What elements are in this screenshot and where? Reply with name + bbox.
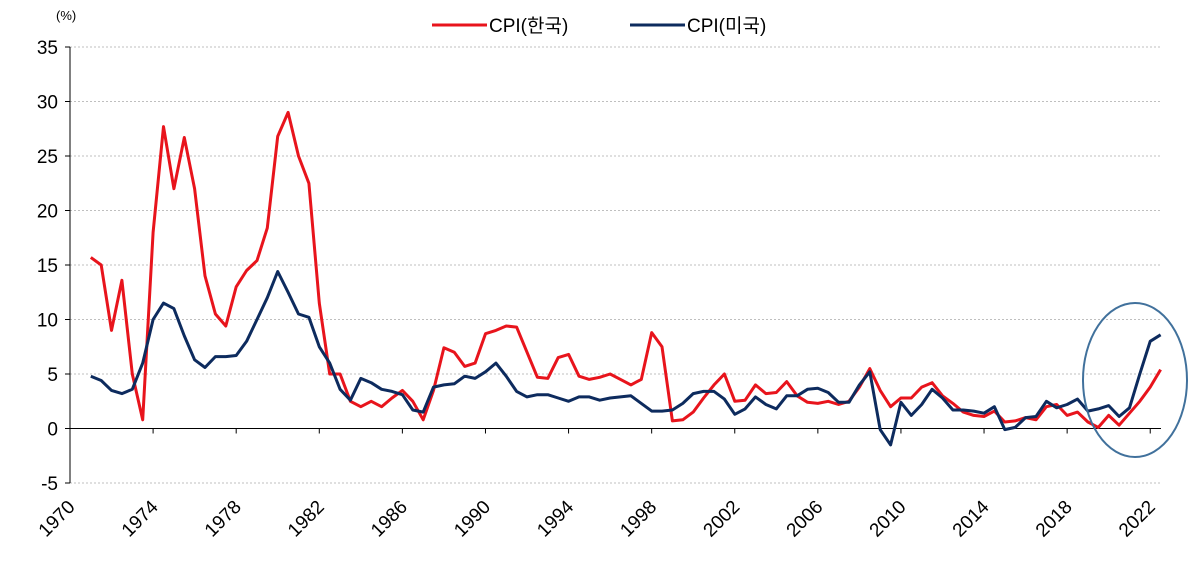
y-tick-label: 25: [37, 147, 58, 168]
x-tick-label: 1994: [533, 496, 578, 541]
legend-label: CPI(한국): [489, 15, 568, 37]
series-line: [90, 270, 1162, 447]
x-tick-label: 1974: [118, 496, 163, 541]
y-tick-label: 10: [37, 311, 58, 332]
y-tick-label: 35: [37, 38, 58, 59]
x-tick-label: 1986: [367, 497, 412, 542]
x-tick-label: 2002: [700, 497, 745, 542]
y-tick-label: 0: [47, 420, 58, 441]
x-tick-label: 2006: [783, 497, 828, 542]
y-tick-label: 20: [37, 202, 58, 223]
y-tick-label: 30: [37, 93, 58, 114]
x-tick-label: 1970: [35, 497, 80, 542]
x-tick-label: 1990: [450, 497, 495, 542]
x-tick-label: 1978: [201, 497, 246, 542]
x-tick-label: 2010: [866, 497, 911, 542]
y-tick-label: 5: [47, 365, 58, 386]
x-tick-label: 1982: [284, 497, 329, 542]
y-tick-label: 15: [37, 256, 58, 277]
highlight-ellipse: [1082, 302, 1188, 458]
legend-label: CPI(미국): [687, 15, 766, 37]
x-tick-label: 2014: [949, 496, 994, 541]
x-tick-label: 2022: [1115, 497, 1160, 542]
x-tick-label: 2018: [1032, 497, 1077, 542]
y-axis-label: (%): [56, 8, 76, 23]
series-line: [89, 110, 1162, 429]
y-tick-label: -5: [41, 474, 58, 495]
x-tick-label: 1998: [616, 497, 661, 542]
